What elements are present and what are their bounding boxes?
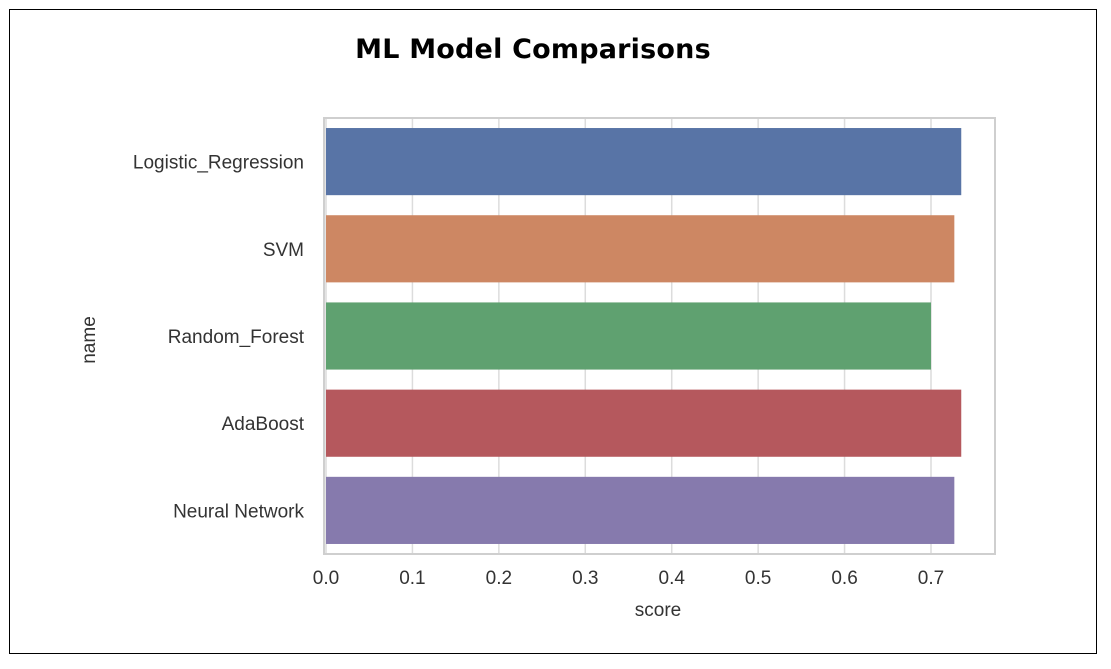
x-tick-label: 0.6 bbox=[831, 568, 857, 589]
x-tick-label: 0.5 bbox=[745, 568, 771, 589]
y-tick-label: Neural Network bbox=[173, 501, 304, 522]
y-tick-labels: Logistic_Regression SVM Random_Forest AdaBo… bbox=[133, 153, 305, 523]
chart-title: ML Model Comparisons bbox=[355, 34, 711, 65]
bar-neural-network bbox=[326, 476, 955, 544]
x-tick-label: 0.3 bbox=[572, 568, 598, 589]
bar-logistic-regression bbox=[326, 128, 962, 196]
y-tick-label: AdaBoost bbox=[222, 414, 305, 435]
x-tick-label: 0.1 bbox=[399, 568, 425, 589]
x-tick-label: 0.4 bbox=[659, 568, 686, 589]
y-tick-label: Logistic_Regression bbox=[133, 153, 304, 174]
bar-random-forest bbox=[326, 302, 931, 370]
x-axis-label: score bbox=[635, 600, 681, 621]
y-axis-label: name bbox=[79, 316, 100, 364]
x-tick-label: 0.2 bbox=[486, 568, 512, 589]
y-tick-label: Random_Forest bbox=[168, 327, 305, 348]
bar-svm bbox=[326, 215, 955, 283]
x-tick-labels: 0.0 0.1 0.2 0.3 0.4 0.5 0.6 0.7 bbox=[313, 568, 944, 589]
y-tick-label: SVM bbox=[263, 240, 304, 261]
bar-adaboost bbox=[326, 389, 962, 457]
x-tick-label: 0.0 bbox=[313, 568, 339, 589]
x-tick-label: 0.7 bbox=[918, 568, 944, 589]
bar-layer bbox=[326, 128, 962, 544]
plot-frame bbox=[323, 117, 996, 555]
